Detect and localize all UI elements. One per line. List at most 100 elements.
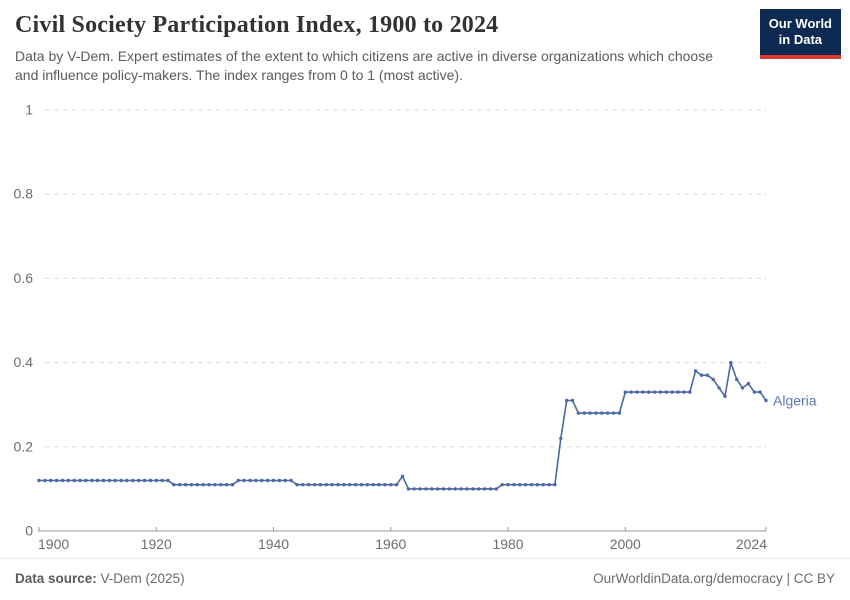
data-point[interactable] [699, 373, 704, 377]
data-point[interactable] [201, 483, 205, 487]
data-point[interactable] [189, 483, 194, 487]
data-point[interactable] [506, 483, 510, 487]
data-point[interactable] [436, 487, 440, 491]
data-point[interactable] [289, 478, 293, 483]
data-point[interactable] [441, 487, 446, 491]
data-point[interactable] [142, 478, 147, 483]
data-point[interactable] [670, 390, 674, 394]
data-point[interactable] [183, 483, 188, 487]
data-point[interactable] [500, 483, 504, 487]
data-point[interactable] [224, 483, 229, 487]
data-point[interactable] [647, 390, 651, 394]
data-point[interactable] [113, 478, 117, 483]
data-point[interactable] [37, 478, 41, 483]
owid-logo[interactable]: Our World in Data [759, 9, 841, 59]
data-point[interactable] [758, 390, 762, 394]
data-point[interactable] [178, 483, 182, 487]
data-point[interactable] [377, 483, 381, 487]
data-point[interactable] [236, 478, 240, 483]
data-point[interactable] [95, 478, 100, 483]
data-point[interactable] [529, 483, 534, 487]
data-point[interactable] [219, 483, 223, 487]
data-point[interactable] [154, 478, 158, 483]
data-point[interactable] [600, 411, 604, 415]
data-point[interactable] [412, 487, 416, 491]
data-point[interactable] [523, 483, 528, 487]
data-point[interactable] [588, 411, 592, 415]
data-point[interactable] [629, 390, 633, 394]
data-point[interactable] [324, 483, 328, 487]
data-point[interactable] [453, 487, 457, 491]
data-point[interactable] [518, 483, 522, 487]
data-point[interactable] [359, 483, 364, 487]
data-point[interactable] [582, 411, 586, 415]
data-point[interactable] [131, 478, 135, 483]
data-point[interactable] [482, 487, 487, 491]
data-point[interactable] [547, 483, 551, 487]
data-point[interactable] [365, 483, 369, 487]
data-point[interactable] [383, 483, 387, 487]
data-point[interactable] [664, 390, 668, 394]
data-point[interactable] [277, 478, 282, 483]
data-point[interactable] [90, 478, 94, 483]
data-point[interactable] [400, 474, 405, 478]
data-point[interactable] [260, 478, 264, 483]
data-point[interactable] [283, 478, 287, 483]
data-point[interactable] [693, 369, 698, 373]
data-point[interactable] [723, 394, 727, 398]
data-point[interactable] [312, 483, 317, 487]
entity-label[interactable]: Algeria [773, 392, 817, 408]
data-point[interactable] [371, 483, 375, 487]
data-point[interactable] [559, 436, 563, 441]
data-point[interactable] [66, 478, 71, 483]
data-point[interactable] [160, 478, 164, 483]
data-point[interactable] [318, 483, 323, 487]
data-point[interactable] [465, 487, 469, 491]
data-point[interactable] [49, 478, 53, 483]
data-point[interactable] [512, 483, 516, 487]
data-point[interactable] [271, 478, 276, 483]
data-point[interactable] [682, 390, 686, 394]
data-point[interactable] [207, 483, 211, 487]
data-point[interactable] [78, 478, 82, 483]
data-point[interactable] [336, 483, 340, 487]
data-point[interactable] [535, 483, 539, 487]
data-point[interactable] [565, 398, 569, 403]
data-point[interactable] [576, 411, 581, 415]
data-point[interactable] [764, 398, 768, 403]
data-point[interactable] [617, 411, 622, 415]
data-point[interactable] [389, 483, 393, 487]
data-point[interactable] [353, 483, 358, 487]
data-point[interactable] [652, 390, 657, 394]
data-point[interactable] [342, 483, 346, 487]
data-point[interactable] [266, 478, 270, 483]
data-point[interactable] [729, 360, 733, 365]
data-point[interactable] [606, 411, 610, 415]
data-point[interactable] [60, 478, 65, 483]
data-point[interactable] [553, 483, 557, 487]
data-point[interactable] [54, 478, 59, 483]
data-point[interactable] [676, 390, 680, 394]
data-point[interactable] [570, 398, 575, 403]
data-point[interactable] [705, 373, 710, 377]
data-point[interactable] [101, 478, 106, 483]
data-point[interactable] [242, 478, 246, 483]
data-point[interactable] [424, 487, 428, 491]
data-point[interactable] [658, 390, 663, 394]
data-point[interactable] [248, 478, 252, 483]
data-point[interactable] [641, 390, 645, 394]
data-point[interactable] [301, 483, 305, 487]
data-point[interactable] [430, 487, 434, 491]
data-point[interactable] [213, 483, 217, 487]
data-point[interactable] [330, 483, 334, 487]
data-point[interactable] [72, 478, 76, 483]
data-point[interactable] [230, 483, 235, 487]
data-point[interactable] [459, 487, 463, 491]
data-point[interactable] [494, 487, 498, 491]
data-point[interactable] [711, 377, 715, 382]
data-point[interactable] [477, 487, 481, 491]
data-line[interactable] [39, 361, 767, 490]
data-point[interactable] [447, 487, 452, 491]
data-point[interactable] [125, 478, 129, 483]
